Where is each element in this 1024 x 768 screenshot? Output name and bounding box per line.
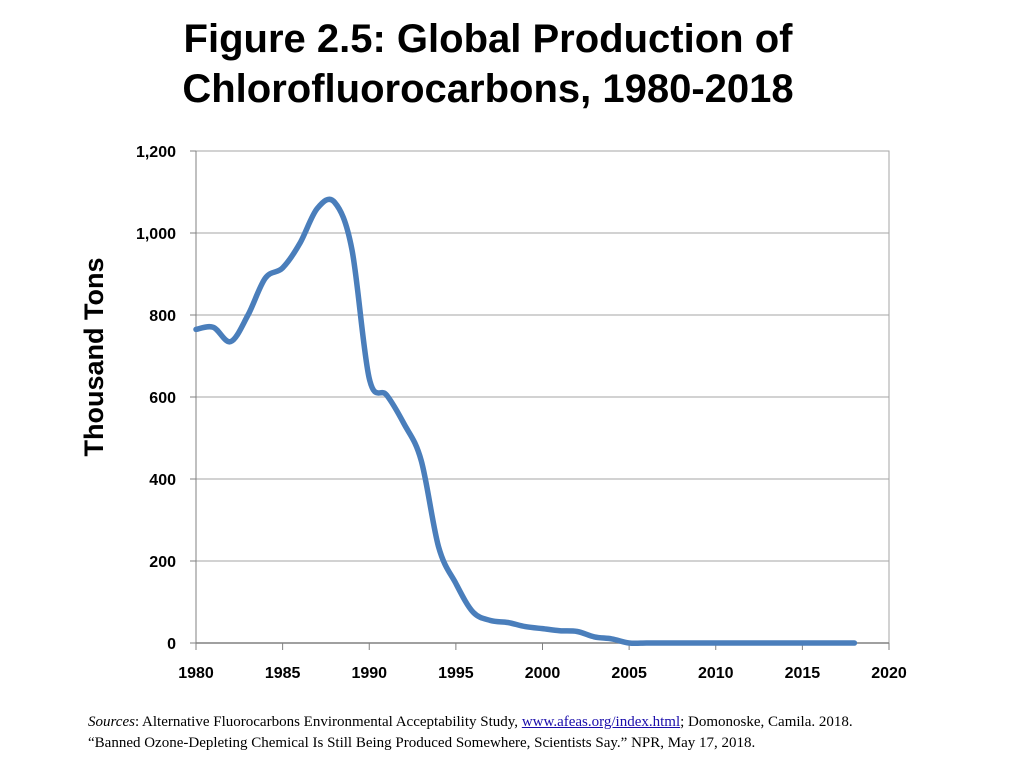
chart-title-line-1: Figure 2.5: Global Production of	[183, 17, 793, 61]
sources-line-1: Sources: Alternative Fluorocarbons Envir…	[88, 712, 988, 733]
chart-title-line-2: Chlorofluorocarbons, 1980-2018	[182, 67, 794, 111]
sources-label: Sources	[88, 714, 135, 730]
x-tick-label-1990: 1990	[351, 665, 387, 682]
sources-note: Sources: Alternative Fluorocarbons Envir…	[88, 712, 988, 754]
x-tick-label-2015: 2015	[785, 665, 821, 682]
y-tick-label-1200: 1,200	[136, 144, 176, 161]
y-tick-label-400: 400	[149, 472, 176, 489]
x-tick-label-1980: 1980	[178, 665, 214, 682]
y-tick-label-800: 800	[149, 308, 176, 325]
line-chart: 0 200 400 600 800 1,000 1,200 1980 1985 1990 1995…	[79, 144, 907, 682]
sources-text-1: : Alternative Fluorocarbons Environmenta…	[134, 714, 522, 730]
chart-title: Figure 2.5: Global Production of Chlorof…	[0, 14, 976, 114]
y-tick-labels: 0 200 400 600 800 1,000 1,200	[136, 144, 196, 653]
x-tick-labels: 1980 1985 1990 1995 2000 2005 2010 2015 2020	[178, 643, 907, 682]
sources-text-2: ; Domonoske, Camila. 2018.	[680, 714, 853, 730]
sources-link[interactable]: www.afeas.org/index.html	[521, 714, 681, 730]
x-tick-label-2020: 2020	[871, 665, 907, 682]
sources-line-2: “Banned Ozone-Depleting Chemical Is Stil…	[88, 735, 756, 751]
x-tick-label-1985: 1985	[265, 665, 301, 682]
y-tick-label-600: 600	[149, 390, 176, 407]
y-axis-label: Thousand Tons	[79, 258, 109, 457]
x-tick-label-2000: 2000	[525, 665, 561, 682]
x-tick-label-1995: 1995	[438, 665, 474, 682]
series-line-cfc-production	[193, 196, 858, 647]
x-tick-label-2010: 2010	[698, 665, 734, 682]
y-tick-label-200: 200	[149, 554, 176, 571]
y-tick-label-1000: 1,000	[136, 226, 176, 243]
gridlines	[196, 150, 889, 562]
y-tick-label-0: 0	[167, 636, 176, 653]
x-tick-label-2005: 2005	[611, 665, 647, 682]
